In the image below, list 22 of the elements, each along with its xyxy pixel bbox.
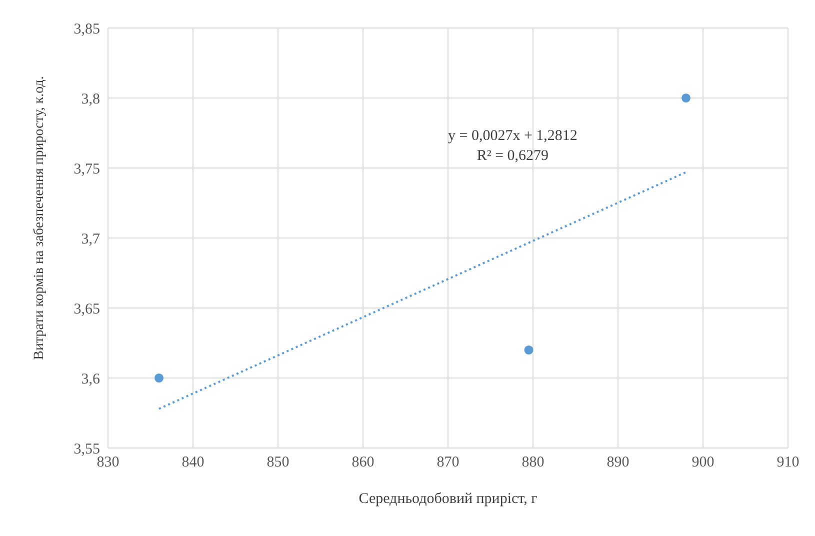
- point: [154, 373, 164, 383]
- y-axis-title: Витрати кормів на забезпечення приросту, к.од.: [32, 76, 47, 360]
- x-tick-label: 850: [266, 454, 290, 471]
- y-tick-label: 3,6: [81, 371, 100, 388]
- x-tick-label: 910: [776, 454, 800, 471]
- x-tick-label: 890: [606, 454, 630, 471]
- equation-note: y = 0,0027x + 1,2812 R² = 0,6279: [448, 127, 578, 166]
- x-tick-label: 830: [96, 454, 120, 471]
- y-tick-label: 3,55: [74, 441, 100, 458]
- y-tick-label: 3,8: [81, 91, 100, 108]
- x-tick-label: 840: [182, 454, 204, 471]
- y-tick-label: 3,65: [74, 301, 100, 318]
- point: [524, 345, 534, 355]
- y-tick-label: 3,85: [74, 21, 100, 38]
- y-tick-label: 3,75: [74, 161, 100, 178]
- x-axis-title: Середньодобовий приріст, г: [358, 491, 538, 507]
- point: [681, 93, 691, 103]
- x-tick-label: 880: [522, 454, 544, 471]
- x-tick-label: 900: [692, 454, 714, 471]
- x-tick-label: 860: [352, 454, 374, 471]
- x-tick-label: 870: [436, 454, 460, 471]
- y-tick-label: 3,7: [81, 231, 100, 248]
